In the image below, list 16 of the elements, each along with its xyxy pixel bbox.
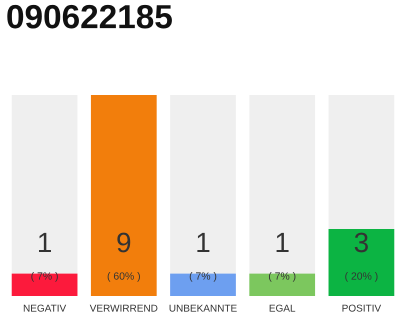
data-label: 1 [197,232,210,252]
x-tick-label: VERWIRREND [90,304,158,312]
chart-title: 090622185 [7,4,172,28]
annotation: ( 7% ) [31,272,58,282]
data-label: 9 [117,232,130,252]
annotation: ( 7% ) [268,272,296,282]
x-tick-label: UNBEKANNTE [170,304,237,312]
data-label: 3 [354,232,368,252]
data-label: 1 [276,232,289,252]
annotation: ( 7% ) [190,272,216,282]
x-tick-label: EGAL [270,304,296,312]
x-tick-label: NEGATIV [24,304,66,312]
annotation: ( 20% ) [345,272,378,282]
data-label: 1 [38,232,51,252]
annotation: ( 60% ) [108,272,140,282]
x-tick-label: POSITIV [342,304,382,312]
